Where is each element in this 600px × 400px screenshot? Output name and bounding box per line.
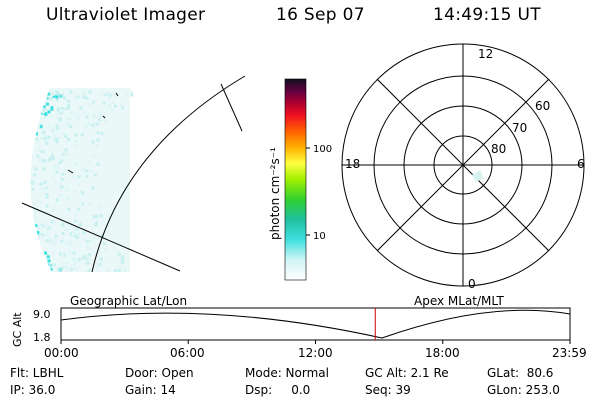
status-mode: Mode: Normal [245,366,329,380]
meridian-line [21,202,181,272]
lat-arc [91,75,246,273]
colorbar-unit-label: photon cm⁻²s⁻¹ [268,147,282,240]
lat-label-70: 70 [512,121,527,135]
status-gain: Gain: 14 [125,383,176,397]
y-tick-1.8: 1.8 [33,331,51,344]
x-tick-2359: 23:59 [552,346,587,360]
x-tick-1200: 12:00 [298,346,333,360]
x-tick-1800: 18:00 [425,346,460,360]
lat-label-60: 60 [535,99,550,113]
date-label: 16 Sep 07 [276,5,365,25]
status-dsp: Dsp: 0.0 [245,383,311,397]
colorbar-tick-100: 100 [313,144,332,155]
meridian-line-top [220,83,243,132]
status-gc-alt: GC Alt: 2.1 Re [365,366,449,380]
y-tick-9: 9.0 [33,308,51,321]
apex-title: Apex MLat/MLT [414,294,504,308]
status-glat: GLat: 80.6 [487,366,554,380]
status-door: Door: Open [125,366,194,380]
x-tick-0000: 00:00 [44,346,79,360]
instrument-title: Ultraviolet Imager [46,5,206,25]
status-glon: GLon: 253.0 [487,383,560,397]
axis-label-gc-alt: GC Alt [11,312,24,347]
mlt-label-0: 0 [468,277,476,291]
colorbar-tick-10: 10 [313,231,326,242]
lat-label-80: 80 [491,142,506,156]
x-tick-0600: 06:00 [170,346,205,360]
altitude-curve [60,309,571,339]
status-filter: Flt: LBHL [10,366,64,380]
status-seq: Seq: 39 [365,383,411,397]
time-label: 14:49:15 UT [433,5,541,25]
mlt-label-6: 6 [577,157,585,171]
mlt-label-12: 12 [478,47,493,61]
mlt-label-18: 18 [345,157,360,171]
status-ip: IP: 36.0 [10,383,56,397]
geographic-title: Geographic Lat/Lon [70,294,188,308]
